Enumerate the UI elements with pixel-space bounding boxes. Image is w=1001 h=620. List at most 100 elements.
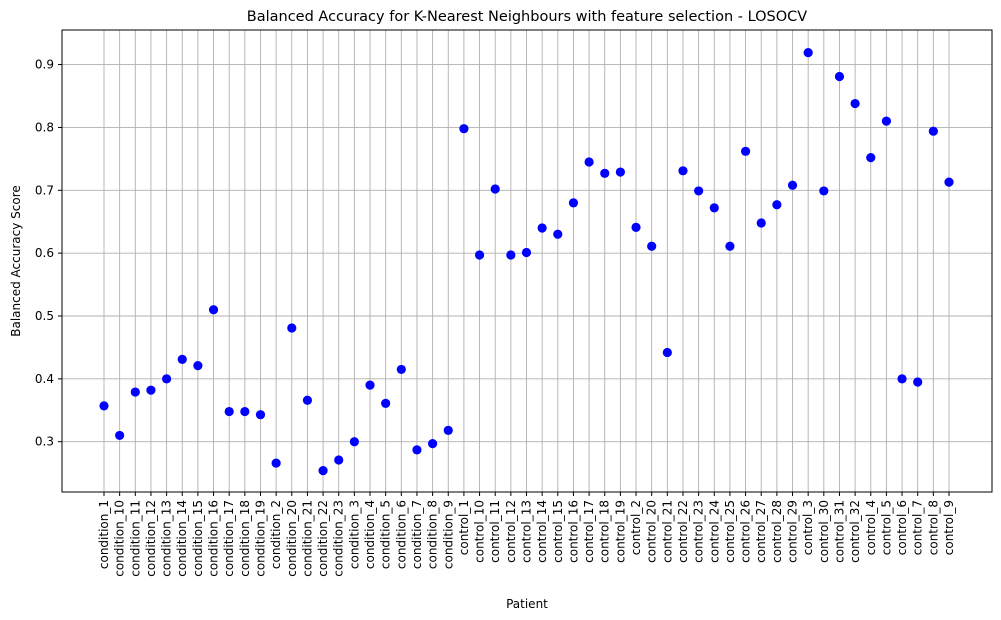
data-point xyxy=(553,229,563,239)
x-tick-label: condition_1 xyxy=(97,500,111,569)
y-tick-label: 0.5 xyxy=(35,309,54,323)
x-tick-label: condition_20 xyxy=(285,500,299,577)
x-tick-label: condition_12 xyxy=(144,500,158,577)
data-point xyxy=(819,186,829,196)
data-point xyxy=(584,157,594,167)
data-point xyxy=(161,374,172,384)
x-tick-label: control_13 xyxy=(520,500,534,563)
x-tick-label: control_22 xyxy=(676,500,690,563)
x-tick-label: control_7 xyxy=(911,500,925,555)
data-point xyxy=(694,186,704,196)
data-point xyxy=(631,222,641,232)
x-tick-label: condition_10 xyxy=(113,500,127,577)
y-axis-ticks: 0.3 0.4 0.5 0.6 0.7 0.8 0.9 xyxy=(35,58,62,449)
x-tick-label: control_20 xyxy=(645,500,659,563)
data-point xyxy=(365,380,375,390)
data-point xyxy=(740,146,751,156)
data-point xyxy=(334,455,344,465)
x-tick-label: condition_17 xyxy=(222,500,236,577)
data-point xyxy=(208,305,219,315)
x-tick-label: condition_9 xyxy=(441,500,455,569)
x-tick-label: condition_18 xyxy=(238,500,252,577)
data-points xyxy=(99,48,954,476)
x-tick-label: control_29 xyxy=(786,500,800,563)
x-tick-label: control_24 xyxy=(707,500,721,563)
data-point xyxy=(537,223,547,233)
x-tick-label: control_9 xyxy=(942,500,956,555)
y-tick-label: 0.3 xyxy=(35,435,54,449)
data-point xyxy=(709,203,719,213)
data-point xyxy=(474,250,485,260)
x-tick-label: condition_16 xyxy=(207,500,221,577)
x-tick-label: control_25 xyxy=(723,500,737,563)
x-tick-label: control_17 xyxy=(582,500,596,563)
x-tick-label: control_31 xyxy=(832,500,846,563)
x-tick-label: condition_5 xyxy=(379,500,393,569)
x-tick-label: control_3 xyxy=(801,500,815,555)
data-point xyxy=(302,395,313,405)
y-tick-label: 0.8 xyxy=(35,120,54,134)
data-point xyxy=(866,153,876,163)
plot-frame xyxy=(61,29,993,493)
x-tick-label: condition_22 xyxy=(316,500,330,577)
x-tick-label: control_26 xyxy=(739,500,753,563)
data-point xyxy=(928,126,938,136)
data-point xyxy=(756,218,766,228)
data-point xyxy=(913,377,923,387)
data-point xyxy=(725,241,735,251)
data-point xyxy=(443,425,453,435)
x-tick-label: control_30 xyxy=(817,500,831,563)
x-tick-label: condition_2 xyxy=(269,500,283,569)
data-point xyxy=(881,116,892,126)
data-point xyxy=(412,445,422,455)
data-point xyxy=(115,430,125,441)
x-tick-label: control_18 xyxy=(598,500,612,563)
x-tick-label: control_8 xyxy=(926,500,940,555)
x-tick-label: condition_8 xyxy=(426,500,440,569)
data-point xyxy=(287,323,297,333)
data-point xyxy=(193,361,203,371)
x-tick-label: condition_14 xyxy=(175,500,189,577)
data-point xyxy=(177,354,187,364)
data-point xyxy=(568,198,579,208)
x-tick-label: control_4 xyxy=(864,500,878,555)
x-tick-label: condition_15 xyxy=(191,500,205,577)
x-tick-label: condition_11 xyxy=(128,500,142,577)
x-tick-label: control_32 xyxy=(848,500,862,563)
x-tick-label: condition_23 xyxy=(332,500,346,577)
data-point xyxy=(803,48,813,58)
data-point xyxy=(490,184,500,194)
data-point xyxy=(521,247,532,258)
data-point xyxy=(772,200,782,210)
data-point xyxy=(662,347,672,358)
data-point xyxy=(615,167,625,177)
data-point xyxy=(834,71,845,82)
x-tick-label: control_23 xyxy=(692,500,706,563)
data-point xyxy=(459,124,469,134)
x-tick-label: condition_21 xyxy=(300,500,314,577)
x-tick-label: condition_3 xyxy=(347,500,361,569)
x-tick-label: control_10 xyxy=(473,500,487,563)
y-axis-label: Balanced Accuracy Score xyxy=(9,185,23,337)
data-point xyxy=(130,387,140,397)
data-point xyxy=(240,406,250,417)
x-tick-label: control_12 xyxy=(504,500,518,563)
data-point xyxy=(271,458,281,468)
data-point xyxy=(318,466,328,476)
data-point xyxy=(99,401,109,411)
x-tick-label: condition_4 xyxy=(363,500,377,569)
x-tick-label: control_1 xyxy=(457,500,471,555)
x-axis-label: Patient xyxy=(506,597,548,611)
data-point xyxy=(224,406,234,417)
grid-lines xyxy=(62,30,992,492)
y-tick-label: 0.9 xyxy=(35,58,54,72)
data-point xyxy=(897,374,907,384)
x-axis-ticks: condition_1 condition_10 condition_11 condi… xyxy=(97,492,956,577)
data-point xyxy=(850,98,860,109)
x-tick-label: control_15 xyxy=(551,500,565,563)
x-tick-label: condition_19 xyxy=(253,500,267,577)
x-tick-label: control_19 xyxy=(613,500,627,563)
data-point xyxy=(678,166,688,176)
data-point xyxy=(787,180,798,190)
